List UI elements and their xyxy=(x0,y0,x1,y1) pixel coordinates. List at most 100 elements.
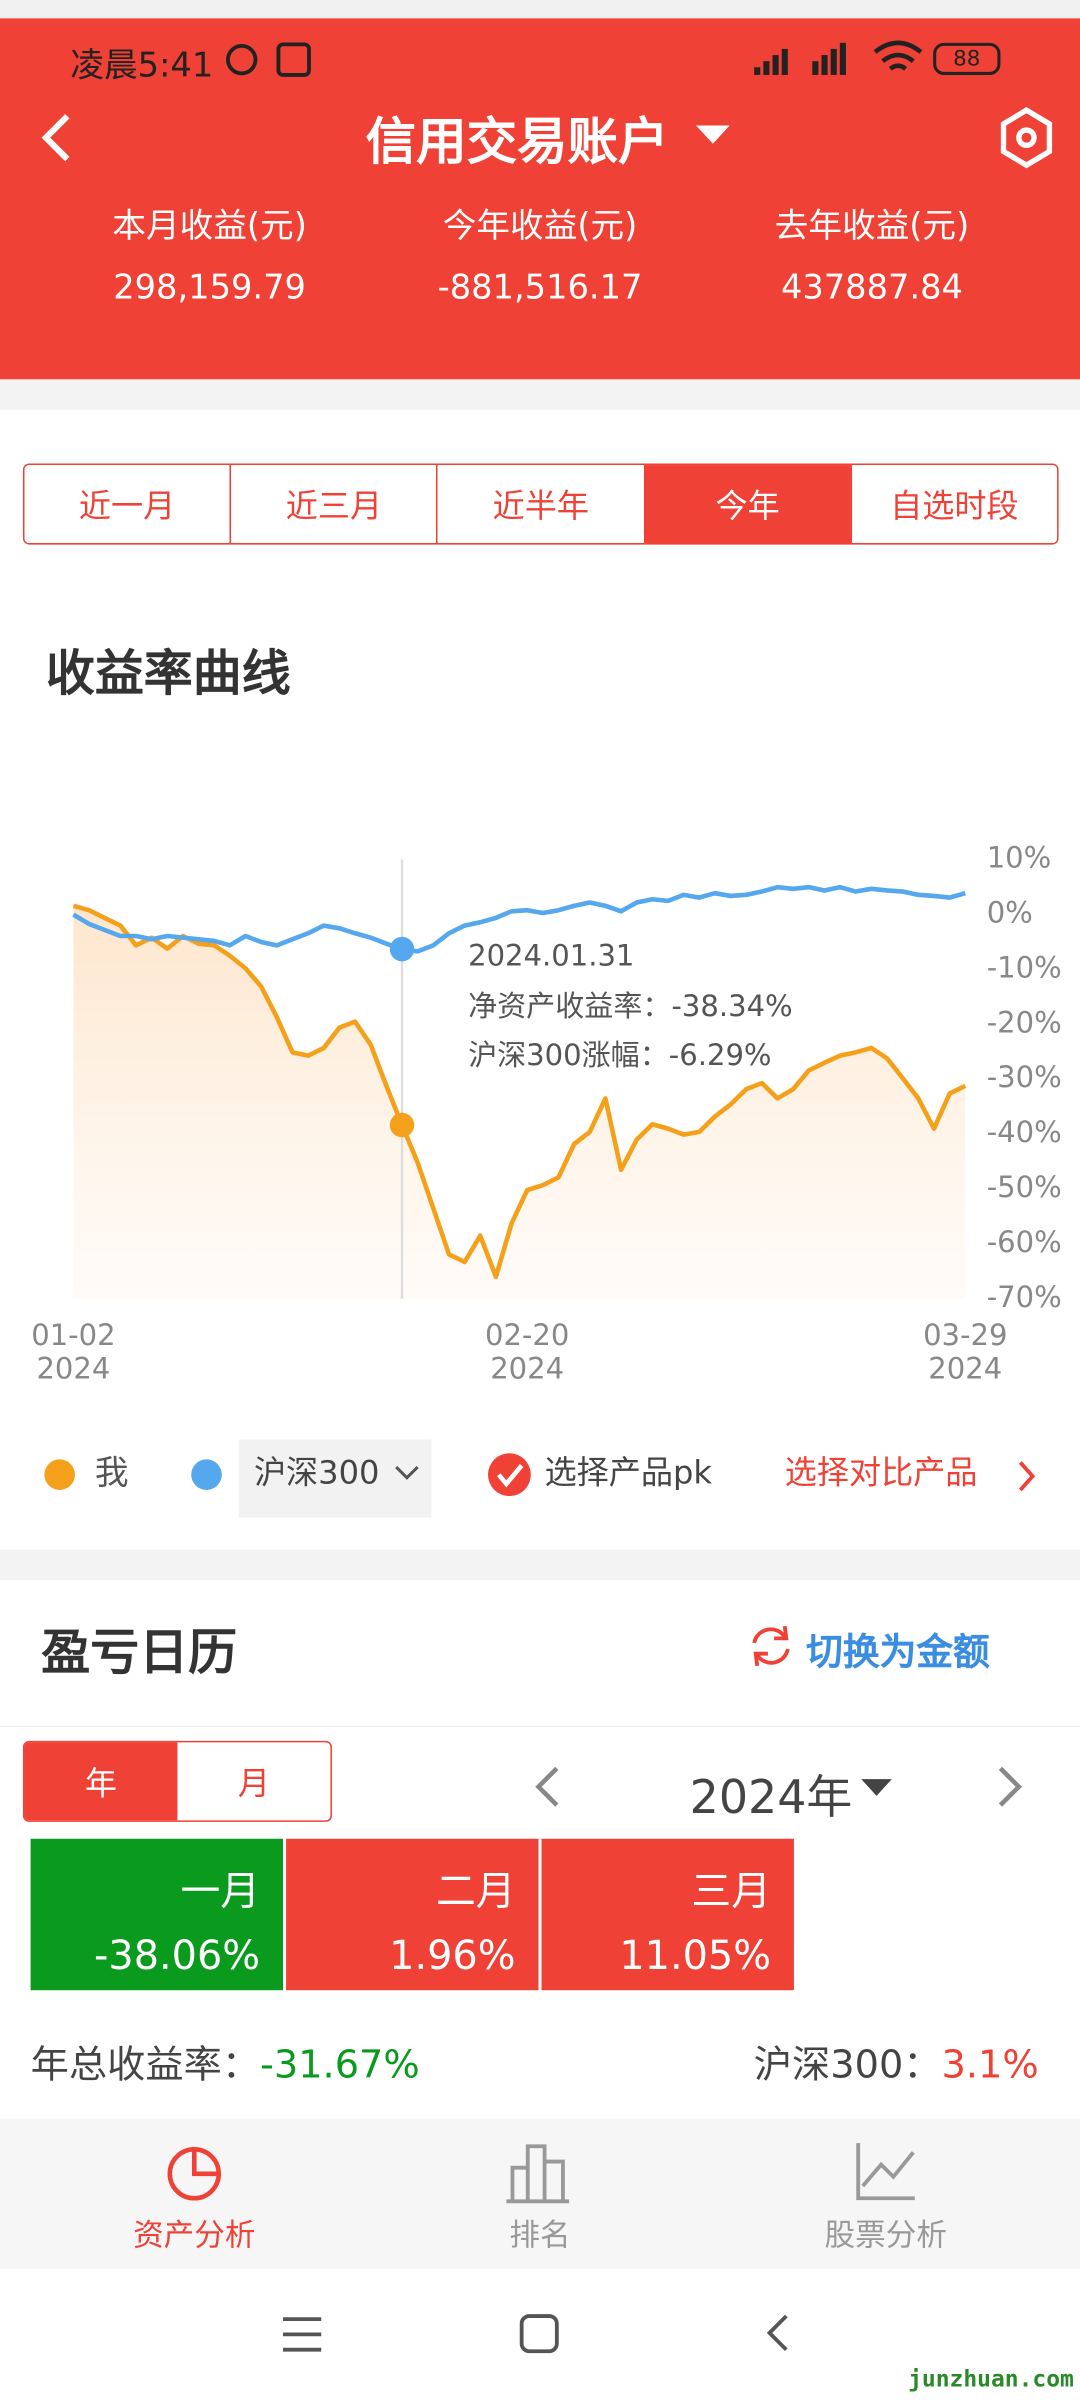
chart: 10%0%-10%-20%-30%-40%-50%-60%-70%01-0220… xyxy=(31,841,1062,1518)
select-chevron xyxy=(395,1465,419,1480)
prev-year[interactable] xyxy=(535,1766,559,1807)
legend-marker xyxy=(191,1459,222,1490)
y-tick-label: -50% xyxy=(987,1170,1062,1204)
page-title[interactable]: 信用交易账户 xyxy=(365,111,669,172)
calendar-title: 盈亏日历 xyxy=(41,1623,238,1682)
tooltip-date: 2024.01.31 xyxy=(468,939,634,973)
nav-icon-bars[interactable] xyxy=(506,2144,570,2204)
stat-label: 本月收益(元) xyxy=(112,208,307,247)
switch-button[interactable]: 切换为金额 xyxy=(806,1630,990,1674)
back-nav-button[interactable] xyxy=(766,2314,788,2352)
period-tab[interactable]: 近半年 xyxy=(436,465,644,544)
settings-button[interactable] xyxy=(1000,107,1053,169)
header xyxy=(0,18,1080,380)
period-tabs: 近一月 近三月 近半年 今年 自选时段 xyxy=(22,463,1059,545)
year-caret[interactable] xyxy=(861,1779,892,1796)
header-icons: 88 xyxy=(41,40,1053,169)
total-label: 年总收益率：-31.67% xyxy=(31,2035,420,2090)
next-year[interactable] xyxy=(998,1766,1023,1807)
year-nav xyxy=(535,1766,1023,1807)
nfc-icon xyxy=(276,42,311,77)
compare-chevron xyxy=(1018,1461,1036,1492)
nav-label[interactable]: 排名 xyxy=(509,2216,571,2254)
benchmark-label: 沪深300： xyxy=(753,2042,942,2087)
settings-dot xyxy=(1016,127,1037,149)
total-value: -31.67% xyxy=(260,2042,420,2087)
pk-check[interactable] xyxy=(487,1453,531,1497)
y-tick-label: 0% xyxy=(987,896,1033,930)
view-tabs: 年月 xyxy=(22,1740,332,1822)
pk-check-mark xyxy=(496,1464,524,1488)
y-tick-label: -70% xyxy=(987,1280,1062,1314)
x-tick-year: 2024 xyxy=(36,1352,110,1386)
x-tick-label: 02-20 xyxy=(485,1318,569,1352)
signal-icon xyxy=(754,42,846,75)
period-tab[interactable]: 近一月 xyxy=(78,487,176,524)
month-name: 二月 xyxy=(435,1869,516,1916)
pk-label[interactable]: 选择产品pk xyxy=(545,1454,713,1492)
stat-label: 今年收益(元) xyxy=(442,208,638,247)
menu-button[interactable] xyxy=(283,2317,322,2352)
period-tab[interactable]: 今年 xyxy=(643,465,851,544)
status-time: 凌晨5:41 xyxy=(70,47,214,86)
total-label-text: 年总收益率： xyxy=(30,2042,261,2087)
view-tab[interactable]: 月 xyxy=(237,1764,271,1802)
stat-label: 去年收益(元) xyxy=(774,208,970,247)
gap xyxy=(0,1549,1080,1581)
y-tick-label: -20% xyxy=(987,1005,1062,1039)
refresh-icon[interactable] xyxy=(747,1622,796,1671)
month-cell[interactable]: 二月 1.96% xyxy=(286,1838,539,1991)
tooltip-line: 沪深300涨幅：-6.29% xyxy=(468,1038,771,1072)
hover-point xyxy=(389,936,415,962)
month-name: 三月 xyxy=(691,1869,771,1916)
year-label[interactable]: 2024年 xyxy=(689,1771,853,1825)
benchmark-value: 3.1% xyxy=(941,2042,1039,2087)
back-button[interactable] xyxy=(41,114,70,162)
compare-link[interactable]: 选择对比产品 xyxy=(785,1454,978,1492)
watermark: junzhuan.com xyxy=(908,2364,1074,2393)
battery-icon xyxy=(933,42,1001,75)
nav-icons xyxy=(167,2143,915,2204)
legend-marker xyxy=(44,1459,75,1490)
y-tick-label: 10% xyxy=(987,841,1052,875)
series-line xyxy=(72,884,966,954)
month-cell[interactable]: 三月 11.05% xyxy=(541,1838,794,1991)
nav-icon-pie-slice xyxy=(191,2149,219,2177)
home-button[interactable] xyxy=(519,2314,559,2354)
title-caret[interactable] xyxy=(696,125,730,144)
period-tab[interactable]: 自选时段 xyxy=(850,465,1057,544)
x-tick-year: 2024 xyxy=(490,1352,564,1386)
top-strip xyxy=(0,0,1080,19)
nav-icon-chart[interactable] xyxy=(856,2143,915,2201)
x-tick-label: 01-02 xyxy=(31,1318,115,1352)
benchmark-select[interactable] xyxy=(238,1439,432,1518)
stat-value: -881,516.17 xyxy=(437,269,643,308)
tooltip-line: 净资产收益率：-38.34% xyxy=(468,989,793,1023)
month-value: 1.96% xyxy=(389,1933,516,1980)
legend-label: 我 xyxy=(95,1453,129,1492)
benchmark: 沪深300：3.1% xyxy=(754,2035,1039,2090)
x-tick-year: 2024 xyxy=(928,1352,1002,1386)
gap xyxy=(0,379,1080,410)
nav-label[interactable]: 股票分析 xyxy=(824,2216,947,2254)
system-nav xyxy=(283,2314,788,2354)
month-value: -38.06% xyxy=(94,1933,261,1980)
month-name: 一月 xyxy=(180,1869,261,1916)
nav-label[interactable]: 资产分析 xyxy=(133,2216,256,2254)
month-cell[interactable]: 一月 -38.06% xyxy=(30,1838,284,1991)
stat-value: 437887.84 xyxy=(780,269,963,308)
month-value: 11.05% xyxy=(619,1933,771,1980)
y-tick-label: -30% xyxy=(987,1060,1062,1094)
hover-point xyxy=(389,1112,415,1138)
view-tab[interactable]: 年 xyxy=(24,1742,178,1821)
y-tick-label: -60% xyxy=(987,1225,1062,1259)
area-fill xyxy=(73,905,966,1299)
battery-level: 88 xyxy=(953,47,980,72)
legend-label: 沪深300 xyxy=(254,1454,380,1492)
x-tick-label: 03-29 xyxy=(923,1318,1007,1352)
alarm-icon xyxy=(226,43,258,76)
divider xyxy=(0,1725,1080,1728)
y-tick-label: -40% xyxy=(987,1115,1062,1149)
period-tab[interactable]: 近三月 xyxy=(229,465,437,544)
